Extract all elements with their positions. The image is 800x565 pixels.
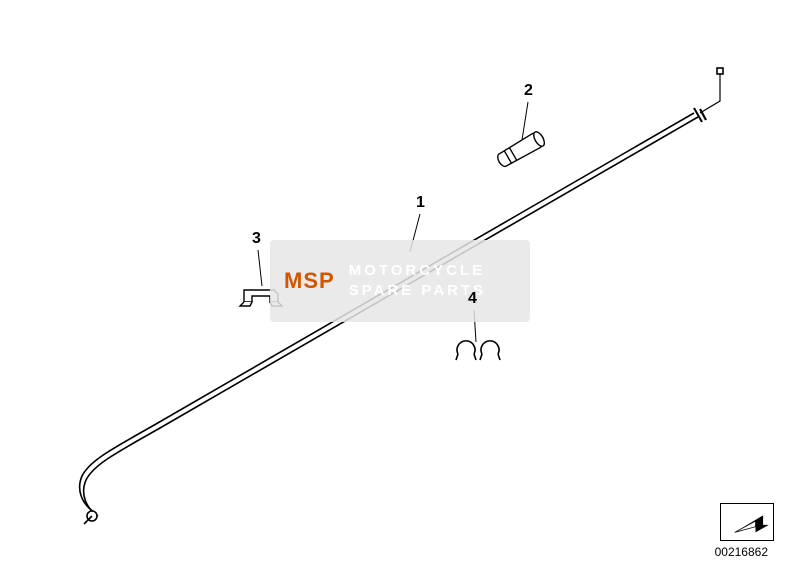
- watermark-brand: MSP: [284, 268, 335, 294]
- page-fold-icon: [720, 503, 774, 541]
- callout-2: 2: [524, 82, 533, 100]
- callout-3: 3: [252, 230, 261, 248]
- watermark-text: MOTORCYCLE SPARE PARTS: [349, 261, 486, 302]
- part-2-sleeve: [495, 130, 546, 169]
- watermark-line1: MOTORCYCLE: [349, 261, 486, 281]
- diagram-id: 00216862: [715, 545, 768, 559]
- part-4-clamps: [456, 341, 500, 360]
- watermark: MSP MOTORCYCLE SPARE PARTS: [270, 240, 530, 322]
- callout-1: 1: [416, 194, 425, 212]
- callout-4: 4: [468, 290, 477, 308]
- watermark-line2: SPARE PARTS: [349, 281, 486, 301]
